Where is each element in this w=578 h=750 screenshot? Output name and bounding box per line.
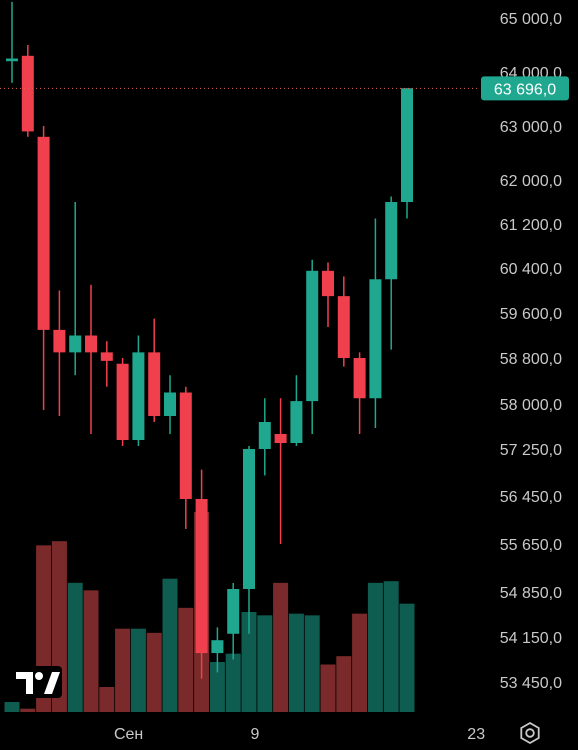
candle-body [258, 422, 271, 449]
candle-body [195, 499, 208, 654]
price-axis-label: 63 000,0 [500, 119, 562, 136]
volume-bar [67, 582, 83, 712]
volume-bar [304, 615, 320, 712]
time-axis[interactable]: Сен 9 23 [114, 726, 485, 743]
candle-body [290, 401, 303, 443]
time-axis-label: Сен [114, 726, 143, 743]
volume-bar [209, 662, 225, 712]
volume-bar [320, 664, 336, 712]
candle-body [6, 58, 18, 62]
candle-body [53, 329, 66, 353]
candle-body [116, 363, 129, 440]
candle-body [164, 392, 176, 416]
price-axis-label: 56 450,0 [500, 489, 562, 506]
price-axis-label: 53 450,0 [500, 675, 562, 692]
volume-bar [288, 613, 304, 712]
candle-body [21, 55, 34, 132]
volume-bar [4, 702, 20, 712]
volume-bar [352, 613, 368, 712]
candle-body [179, 392, 192, 499]
price-axis[interactable]: 65 000,064 000,063 000,062 000,061 200,0… [500, 11, 562, 692]
price-axis-label: 57 250,0 [500, 442, 562, 459]
candle-body [322, 270, 334, 297]
volume-bar [336, 656, 352, 712]
volume-bar [383, 581, 399, 712]
candle-body [100, 352, 113, 361]
candle-body [227, 589, 240, 634]
price-axis-label: 61 200,0 [500, 217, 562, 234]
price-axis-label: 65 000,0 [500, 11, 562, 28]
price-axis-label: 54 850,0 [500, 585, 562, 602]
candle-body [85, 335, 97, 353]
candle-body [211, 640, 224, 654]
volume-bar [399, 603, 415, 712]
candle-body [274, 434, 287, 443]
candle-body [401, 88, 413, 202]
candle-body [306, 270, 319, 402]
price-axis-label: 54 150,0 [500, 630, 562, 647]
candle-body [337, 296, 350, 358]
candle-body [369, 279, 382, 399]
volume-bar [273, 582, 289, 712]
price-axis-label: 55 650,0 [500, 537, 562, 554]
time-axis-label: 9 [251, 726, 260, 743]
last-price-tag [481, 76, 569, 101]
price-axis-label: 58 000,0 [500, 397, 562, 414]
candle-body [69, 335, 82, 353]
price-axis-label: 62 000,0 [500, 173, 562, 190]
gear-icon[interactable] [520, 721, 540, 745]
volume-bar [115, 628, 131, 712]
price-series [6, 1, 413, 679]
last-price-label: 63 696,0 [494, 81, 556, 98]
volume-bar [162, 578, 178, 712]
price-axis-label: 58 800,0 [500, 351, 562, 368]
tradingview-logo[interactable] [12, 666, 62, 698]
candle-body [148, 352, 161, 416]
volume-bar [83, 590, 99, 712]
candle-body [37, 136, 50, 330]
volume-bar [178, 607, 194, 712]
volume-bar [257, 615, 273, 712]
volume-bar [130, 628, 146, 712]
last-price-marker: 63 696,0 [0, 76, 569, 101]
volume-bar [99, 687, 115, 712]
time-axis-label: 23 [467, 726, 485, 743]
candle-body [385, 202, 398, 280]
volume-bar [146, 632, 162, 712]
candle-body [132, 352, 145, 440]
price-axis-label: 60 400,0 [500, 261, 562, 278]
candle-body [243, 449, 255, 589]
volume-bar [241, 612, 257, 712]
candle-body [353, 358, 366, 399]
volume-bar [20, 708, 36, 712]
price-axis-label: 59 600,0 [500, 306, 562, 323]
volume-bar [225, 653, 241, 712]
volume-bar [367, 582, 383, 712]
